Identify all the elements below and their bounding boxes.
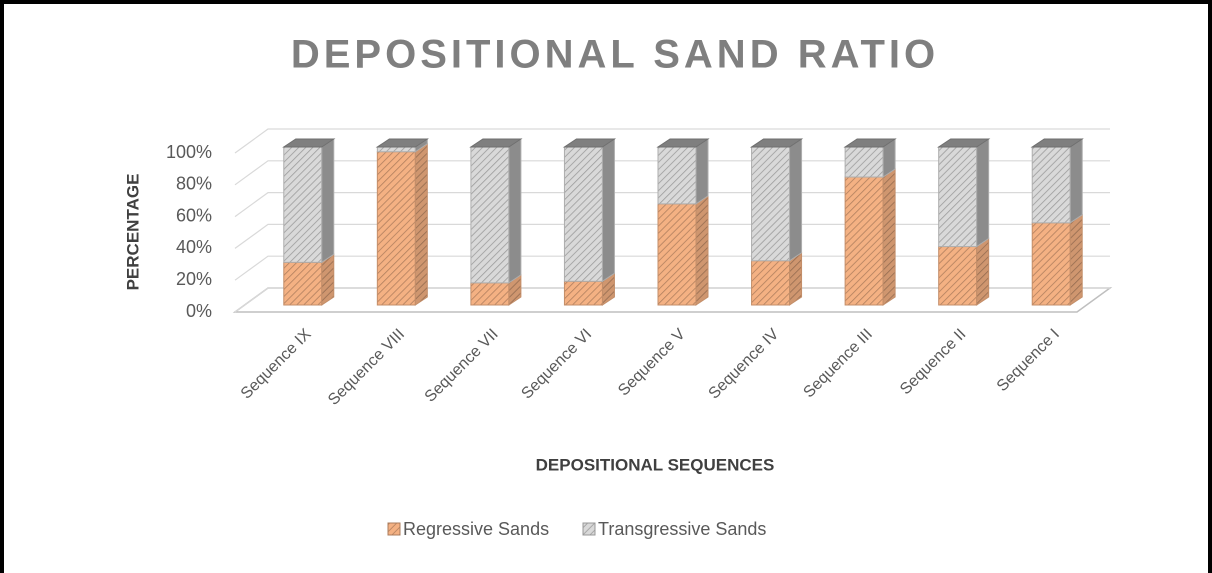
bar-top <box>937 138 991 148</box>
chart-title: DEPOSITIONAL SAND RATIO <box>291 33 939 77</box>
bar-side <box>1069 138 1083 224</box>
legend-label: Transgressive Sands <box>598 519 766 539</box>
bar-side <box>321 138 335 264</box>
bar-top <box>282 138 336 148</box>
bar-side <box>789 138 803 262</box>
bar-side <box>508 138 522 284</box>
bar <box>938 246 978 306</box>
grid-line <box>234 223 1110 249</box>
legend-label: Regressive Sands <box>403 519 549 539</box>
bar-top <box>656 138 710 148</box>
grid-line <box>234 255 1110 281</box>
bar-top <box>1030 138 1084 148</box>
bar <box>751 146 791 262</box>
bar <box>563 146 603 282</box>
bar <box>563 280 603 306</box>
bar <box>283 261 323 306</box>
bar-top <box>749 138 804 148</box>
bar <box>938 146 978 248</box>
bar-side <box>882 168 896 306</box>
bar <box>470 146 510 284</box>
bar-side <box>976 138 990 248</box>
bar <box>844 146 884 178</box>
bar-top <box>375 138 429 148</box>
grid-line <box>234 160 1110 186</box>
grid-line <box>234 128 1110 154</box>
bar <box>376 151 416 306</box>
legend-swatch <box>582 522 596 536</box>
bar-top <box>562 138 617 148</box>
y-tick-label: 60% <box>176 205 212 225</box>
bar-side <box>601 138 615 283</box>
bar <box>844 176 884 306</box>
y-axis-title: PERCENTAGE <box>123 174 142 291</box>
bar-top <box>843 138 897 148</box>
x-axis-title: DEPOSITIONAL SEQUENCES <box>536 455 775 474</box>
bar <box>751 260 791 306</box>
y-tick-label: 0% <box>186 301 212 321</box>
bar-side <box>321 253 335 306</box>
bar-side <box>1069 213 1083 306</box>
bar-side <box>414 142 428 306</box>
bar-side <box>695 194 709 306</box>
bar <box>470 282 510 306</box>
bar <box>1031 146 1071 224</box>
bar-top <box>469 138 523 148</box>
grid-line <box>234 192 1110 218</box>
bar <box>1031 222 1071 306</box>
bar-side <box>976 237 990 306</box>
legend-swatch <box>387 522 401 536</box>
bar <box>283 146 323 263</box>
bar-side <box>695 138 709 205</box>
y-tick-label: 100% <box>166 142 212 162</box>
y-tick-label: 80% <box>176 174 212 194</box>
bar-side <box>789 251 803 306</box>
grid-line <box>234 287 1110 313</box>
bar <box>376 146 416 153</box>
bar <box>657 203 697 306</box>
y-tick-label: 20% <box>176 269 212 289</box>
y-tick-label: 40% <box>176 237 212 257</box>
bar <box>657 146 697 205</box>
